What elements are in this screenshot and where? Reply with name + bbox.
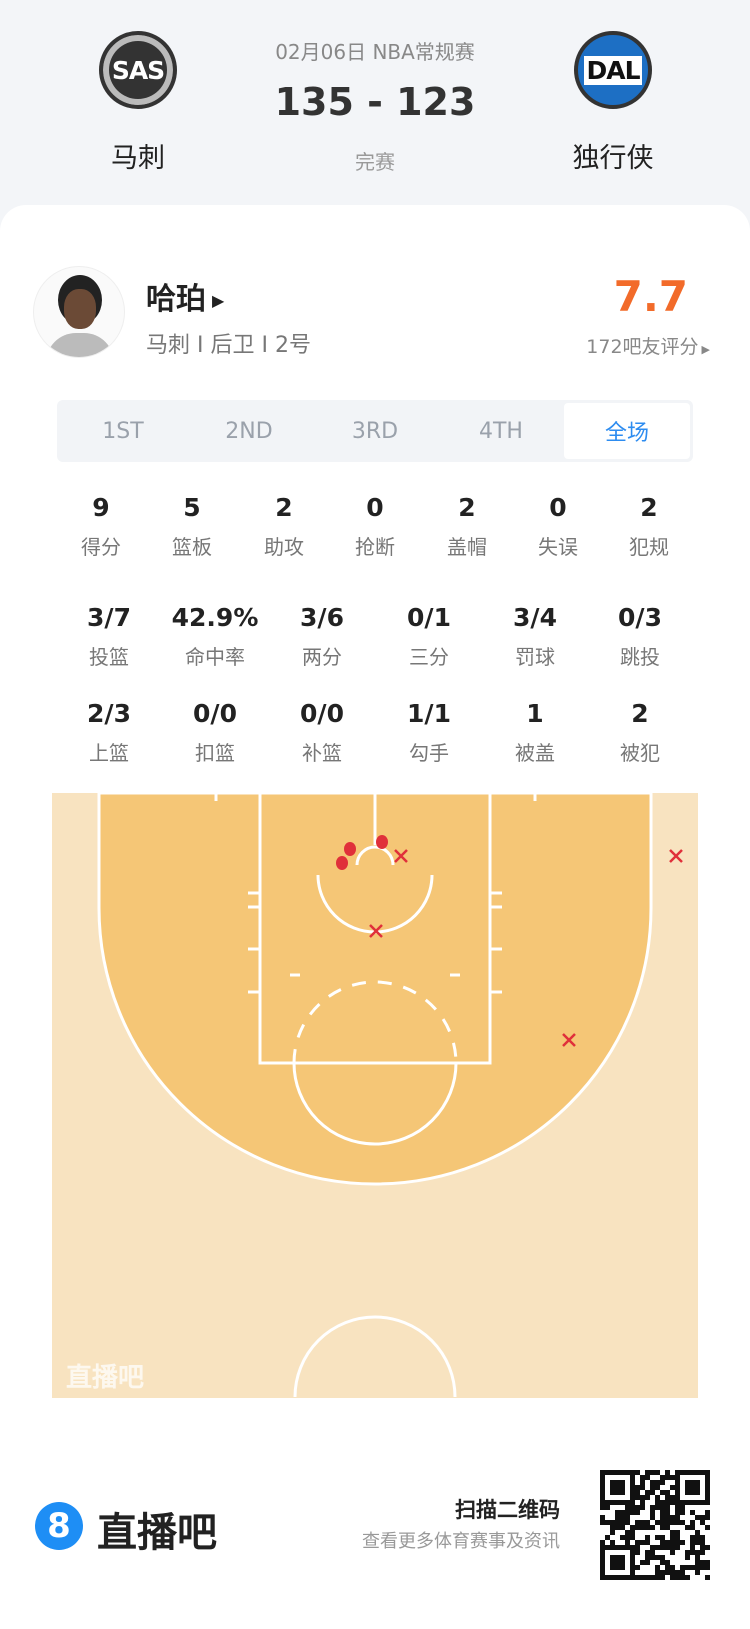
restricted-area	[355, 845, 395, 866]
stat-value: 1/1	[407, 699, 451, 728]
shot-made	[344, 842, 356, 856]
footer-scan: 扫描二维码	[455, 1498, 560, 1522]
stat-value: 0/0	[300, 699, 344, 728]
stat-value: 2	[631, 699, 649, 728]
shot-missed	[562, 1033, 576, 1047]
stat-label: 盖帽	[447, 535, 487, 559]
three-point-line	[97, 791, 653, 1186]
stat-label: 上篮	[89, 741, 129, 765]
stat-label: 篮板	[172, 535, 212, 559]
player-meta: 马刺 I 后卫 I 2号	[146, 333, 311, 358]
shot-missed	[394, 849, 408, 863]
footer-sub: 查看更多体育赛事及资讯	[362, 1531, 560, 1552]
stat-label: 被犯	[620, 741, 660, 765]
stat-value: 0/3	[618, 603, 662, 632]
stat-value: 42.9%	[171, 603, 259, 632]
stat-value: 0	[549, 493, 567, 522]
stat-value: 2	[275, 493, 293, 522]
stat-value: 0	[366, 493, 384, 522]
player-rating: 7.7	[613, 272, 688, 321]
stat-label: 命中率	[185, 645, 245, 669]
stat-value: 2	[458, 493, 476, 522]
stat-label: 罚球	[515, 645, 555, 669]
stat-value: 0/1	[407, 603, 451, 632]
home-team-logo: SAS	[99, 31, 177, 109]
stat-label: 失误	[538, 535, 578, 559]
stat-value: 3/4	[513, 603, 557, 632]
match-score: 135 - 123	[274, 80, 476, 124]
period-tabs: 1ST 2ND 3RD 4TH 全场	[57, 400, 693, 462]
lane-hash-marks	[214, 793, 537, 994]
stat-label: 得分	[81, 535, 121, 559]
away-team-logo: DAL	[574, 31, 652, 109]
stat-value: 3/6	[300, 603, 344, 632]
shot-missed	[669, 849, 683, 863]
home-team-name[interactable]: 马刺	[111, 143, 165, 174]
rating-link[interactable]: 172吧友评分 ▶	[586, 336, 710, 358]
match-status: 完赛	[355, 150, 395, 174]
caret-right-icon: ▶	[701, 343, 710, 356]
stat-label: 犯规	[629, 535, 669, 559]
stat-label: 投篮	[89, 645, 129, 669]
tab-4th[interactable]: 4TH	[479, 418, 523, 444]
stat-value: 5	[183, 493, 201, 522]
player-name[interactable]: 哈珀 ▶	[146, 282, 225, 317]
qr-code[interactable]	[600, 1470, 710, 1580]
stat-label: 扣篮	[195, 741, 235, 765]
stat-label: 补篮	[302, 741, 342, 765]
shot-made	[376, 835, 388, 849]
tab-全场[interactable]: 全场	[564, 403, 690, 459]
caret-right-icon: ▶	[212, 291, 225, 310]
stat-value: 0/0	[193, 699, 237, 728]
stat-value: 2/3	[87, 699, 131, 728]
away-team-name[interactable]: 独行侠	[572, 143, 654, 174]
stat-label: 抢断	[355, 535, 395, 559]
half-court-circle	[293, 1315, 457, 1398]
match-date-league: 02月06日 NBA常规赛	[275, 40, 475, 64]
court-watermark: 直播吧	[66, 1363, 145, 1393]
shot-made	[336, 856, 348, 870]
footer-brand: 直播吧	[97, 1510, 217, 1556]
stat-value: 9	[92, 493, 110, 522]
shot-missed	[369, 924, 383, 938]
stat-value: 3/7	[87, 603, 131, 632]
stat-label: 三分	[409, 645, 449, 669]
stat-value: 1	[526, 699, 544, 728]
stat-value: 2	[640, 493, 658, 522]
player-avatar	[33, 266, 125, 358]
tab-3rd[interactable]: 3RD	[351, 418, 399, 444]
tab-1st[interactable]: 1ST	[102, 418, 144, 444]
stat-label: 勾手	[409, 741, 449, 765]
free-throw-dashed-arc	[292, 980, 458, 1064]
tab-2nd[interactable]: 2ND	[225, 418, 273, 444]
brand-logo-icon: 8	[35, 1502, 83, 1550]
stat-label: 助攻	[264, 535, 304, 559]
stat-label: 两分	[302, 645, 342, 669]
free-throw-arc	[292, 1062, 458, 1146]
stat-label: 跳投	[620, 645, 660, 669]
stat-label: 被盖	[515, 741, 555, 765]
